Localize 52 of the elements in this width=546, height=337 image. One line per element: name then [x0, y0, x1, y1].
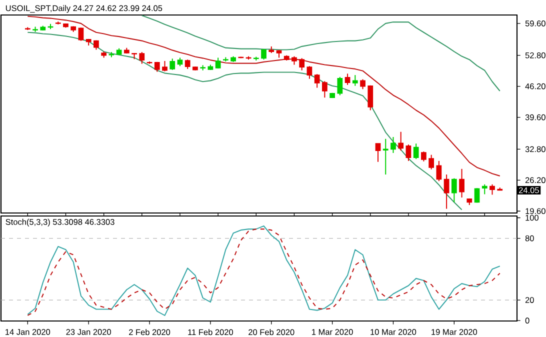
candlestick — [375, 143, 381, 162]
chart-title: USOIL_SPT,Daily 24.27 24.62 23.99 24.05 — [6, 5, 162, 13]
candlestick — [337, 76, 343, 96]
candlestick — [78, 27, 84, 42]
y-tick-label: 52.80 — [525, 52, 546, 58]
candlestick — [368, 84, 374, 111]
candlestick — [184, 59, 190, 70]
candlestick — [299, 58, 305, 71]
candlestick — [398, 131, 404, 152]
y-tick-label: 19.60 — [526, 208, 546, 214]
text: 24.05 — [519, 187, 539, 194]
x-tick-label: 1 Mar 2020 — [312, 329, 353, 335]
x-tick-label: 11 Feb 2020 — [188, 329, 234, 336]
candlestick — [162, 60, 168, 72]
candlestick — [451, 178, 457, 203]
candlestick — [428, 154, 434, 170]
y-tick-label: 20 — [525, 297, 534, 303]
candlestick — [436, 160, 442, 182]
candlestick — [352, 74, 358, 86]
y-tick-label: 0 — [525, 318, 530, 324]
chart-title: Stoch(5,3,3) 53.3098 46.3303 — [6, 218, 114, 226]
x-tick-label: 2 Feb 2020 — [129, 329, 170, 336]
candlestick — [306, 66, 312, 80]
y-tick-label: 32.80 — [525, 146, 546, 152]
candlestick — [490, 184, 495, 196]
x-tick-label: 10 Mar 2020 — [370, 329, 416, 335]
y-tick-label: 26.20 — [525, 177, 546, 184]
x-tick-label: 14 Jan 2020 — [6, 329, 50, 335]
x-tick-label: 19 Mar 2020 — [432, 329, 478, 335]
candlestick — [444, 174, 450, 210]
candlestick — [344, 73, 350, 86]
y-tick-label: 100 — [526, 214, 538, 221]
candlestick — [360, 78, 366, 90]
x-tick-label: 20 Feb 2020 — [248, 329, 294, 336]
candlestick — [382, 138, 388, 176]
y-tick-label: 59.60 — [525, 20, 546, 26]
y-tick-label: 80 — [525, 235, 534, 242]
candlestick — [390, 136, 396, 154]
candlestick — [474, 188, 480, 204]
candlestick — [413, 143, 419, 160]
candlestick — [406, 144, 412, 162]
y-tick-label: 46.20 — [525, 83, 546, 90]
candlestick — [215, 57, 221, 69]
candlestick — [421, 151, 426, 162]
candlestick — [170, 58, 176, 70]
candlestick — [459, 168, 464, 198]
candlestick — [322, 80, 328, 98]
y-tick-label: 39.60 — [525, 114, 546, 120]
candlestick — [482, 184, 488, 195]
x-tick-label: 23 Jan 2020 — [66, 329, 111, 335]
candlestick — [139, 52, 145, 64]
candlestick — [314, 74, 320, 88]
